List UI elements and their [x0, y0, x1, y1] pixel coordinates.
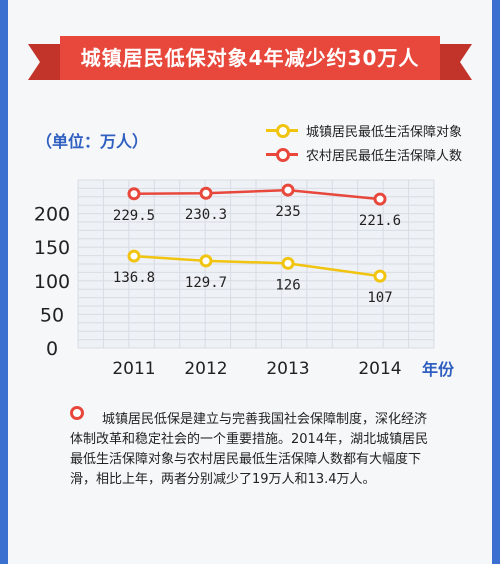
legend-item-urban: 城镇居民最低生活保障对象 [266, 118, 462, 142]
y-tick-label: 0 [46, 338, 58, 360]
data-label: 136.8 [113, 270, 155, 286]
data-label: 126 [275, 277, 300, 293]
legend-swatch-urban [266, 122, 298, 138]
data-label: 129.7 [185, 275, 227, 291]
x-tick-label: 2011 [112, 359, 155, 379]
series-line-1 [133, 188, 381, 201]
x-tick-label: 2014 [358, 359, 401, 379]
legend-label-rural: 农村居民最低生活保障人数 [306, 148, 463, 164]
page-title: 城镇居民低保对象4年减少约30万人 [80, 46, 420, 70]
x-tick-label: 2012 [184, 359, 227, 379]
y-tick-label: 100 [34, 271, 70, 293]
note-text: 城镇居民低保是建立与完善我国社会保障制度，深化经济体制改革和稳定社会的一个重要措… [70, 412, 429, 487]
data-label: 107 [367, 290, 392, 306]
y-tick-label: 200 [34, 204, 70, 226]
data-point [199, 254, 213, 268]
ribbon-body [60, 36, 440, 80]
line-chart: 0 50 100 150 200 2011 2012 2013 2014 136.8 129.7 12… [34, 179, 435, 379]
data-label: 229.5 [113, 208, 155, 224]
data-point [373, 192, 387, 206]
legend-label-urban: 城镇居民最低生活保障对象 [306, 124, 463, 140]
legend-item-rural: 农村居民最低生活保障人数 [266, 142, 462, 166]
data-label: 230.3 [185, 207, 227, 223]
y-tick-label: 50 [40, 304, 64, 326]
data-label: 221.6 [359, 213, 401, 229]
note-bullet-icon [70, 406, 84, 420]
legend-swatch-rural [266, 146, 298, 162]
data-point [127, 187, 141, 201]
series-line-0 [133, 254, 381, 278]
data-point [127, 249, 141, 263]
data-label: 235 [275, 204, 300, 220]
data-point [281, 183, 295, 197]
x-axis-unit: 年份 [422, 360, 455, 379]
description-note: 城镇居民低保是建立与完善我国社会保障制度，深化经济体制改革和稳定社会的一个重要措… [70, 410, 430, 490]
data-point [199, 186, 213, 200]
unit-label: （单位：万人） [36, 132, 149, 151]
chart-legend: 城镇居民最低生活保障对象 农村居民最低生活保障人数 [266, 118, 462, 166]
data-point [373, 269, 387, 283]
data-point [281, 256, 295, 270]
title-ribbon: 城镇居民低保对象4年减少约30万人 [8, 30, 492, 86]
y-tick-label: 150 [34, 237, 70, 259]
content-panel: 城镇居民低保对象4年减少约30万人 （单位：万人） 城镇居民最低生活保障对象 农… [8, 0, 492, 564]
x-tick-label: 2013 [266, 359, 309, 379]
